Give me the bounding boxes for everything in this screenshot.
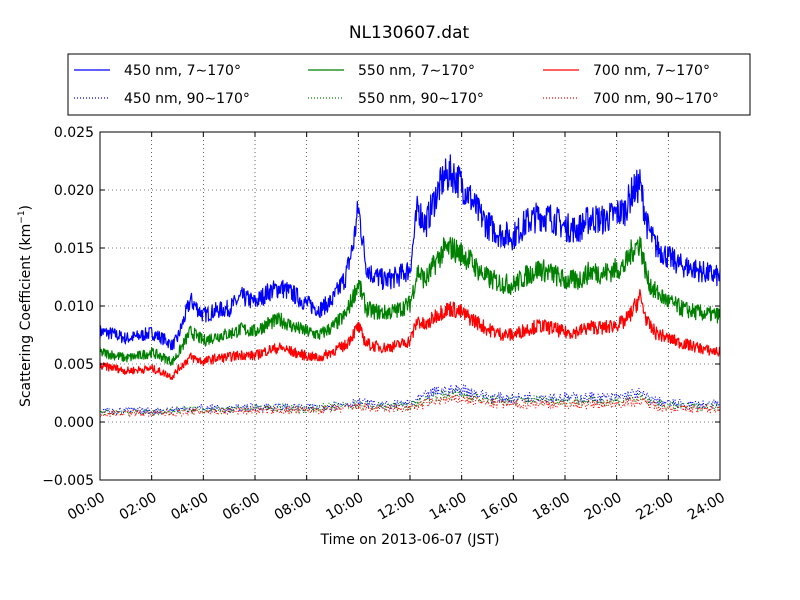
legend: 450 nm, 7∼170° 550 nm, 7∼170° 700 nm, 7∼17…	[67, 53, 751, 116]
y-tick-label-1: 0.000	[54, 415, 94, 431]
y-axis-label: Scattering Coefficient (km−1)	[17, 205, 34, 407]
series-line-3	[99, 383, 720, 416]
y-tick-label-2: 0.005	[54, 357, 94, 373]
x-axis-label: Time on 2013-06-07 (JST)	[320, 532, 500, 548]
y-tick-label-5: 0.020	[54, 183, 94, 199]
legend-label-0: 450 nm, 7∼170°	[124, 63, 241, 79]
series-line-4	[99, 388, 720, 417]
y-axis-label-text: Scattering Coefficient (km	[18, 224, 34, 407]
legend-label-4: 550 nm, 90∼170°	[358, 91, 484, 107]
legend-label-1: 550 nm, 7∼170°	[358, 63, 475, 79]
legend-box	[67, 53, 751, 116]
y-tick-label-0: −0.005	[42, 473, 94, 489]
y-tick-label-6: 0.025	[54, 125, 94, 141]
y-axis-label-close: )	[18, 205, 34, 210]
y-tick-label-3: 0.010	[54, 299, 94, 315]
legend-label-5: 700 nm, 90∼170°	[593, 91, 719, 107]
legend-label-3: 450 nm, 90∼170°	[124, 91, 250, 107]
legend-label-2: 700 nm, 7∼170°	[593, 63, 710, 79]
series-line-1	[99, 236, 721, 366]
chart-title: NL130607.dat	[349, 23, 470, 43]
y-tick-label-4: 0.015	[54, 241, 94, 257]
series-line-2	[99, 288, 721, 380]
y-axis-label-superscript: −1	[17, 210, 27, 223]
series-line-0	[99, 154, 721, 351]
